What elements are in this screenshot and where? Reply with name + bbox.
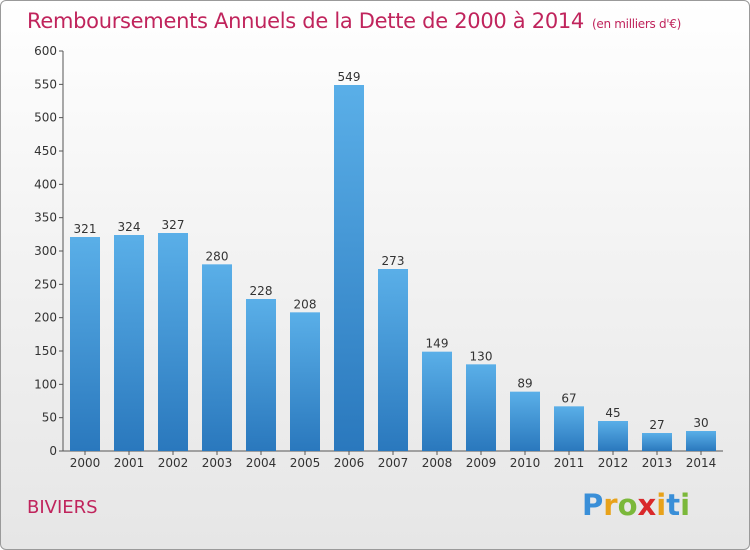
x-tick-label: 2011 xyxy=(554,456,585,470)
bar xyxy=(114,235,144,451)
bar xyxy=(422,351,452,451)
bar-value-label: 549 xyxy=(338,70,361,84)
y-tick-label: 550 xyxy=(34,77,57,91)
bar xyxy=(334,85,364,451)
logo-letter: P xyxy=(582,488,604,522)
bar-value-label: 89 xyxy=(517,377,532,391)
bar xyxy=(202,264,232,451)
bar-value-label: 67 xyxy=(561,391,576,405)
y-tick-label: 50 xyxy=(42,411,57,425)
bar xyxy=(686,431,716,451)
bar xyxy=(466,364,496,451)
y-tick-label: 300 xyxy=(34,244,57,258)
bar-value-label: 45 xyxy=(605,406,620,420)
x-tick-label: 2009 xyxy=(466,456,497,470)
x-tick-label: 2014 xyxy=(686,456,717,470)
y-tick-label: 0 xyxy=(49,444,57,458)
logo-letter: o xyxy=(617,488,638,522)
x-tick-label: 2010 xyxy=(510,456,541,470)
commune-name: BIVIERS xyxy=(27,497,98,518)
logo-letter: i xyxy=(656,488,667,522)
bar-value-label: 149 xyxy=(426,337,449,351)
bar-value-label: 321 xyxy=(74,222,97,236)
bar-value-label: 273 xyxy=(382,254,405,268)
y-tick-label: 500 xyxy=(34,111,57,125)
x-tick-label: 2013 xyxy=(642,456,673,470)
bar xyxy=(246,299,276,451)
bar-value-label: 324 xyxy=(118,220,141,234)
x-tick-label: 2004 xyxy=(246,456,277,470)
x-tick-label: 2008 xyxy=(422,456,453,470)
bar xyxy=(642,433,672,451)
bar-value-label: 27 xyxy=(649,418,664,432)
logo-letter: r xyxy=(603,488,618,522)
y-tick-label: 150 xyxy=(34,344,57,358)
bar-value-label: 327 xyxy=(162,218,185,232)
y-tick-label: 400 xyxy=(34,177,57,191)
logo-letter: x xyxy=(637,488,657,522)
bar-value-label: 228 xyxy=(250,284,273,298)
bar xyxy=(70,237,100,451)
bar xyxy=(378,269,408,451)
y-tick-label: 600 xyxy=(34,44,57,58)
logo-letter: i xyxy=(680,488,691,522)
x-tick-label: 2005 xyxy=(290,456,321,470)
y-tick-label: 350 xyxy=(34,211,57,225)
y-tick-label: 250 xyxy=(34,277,57,291)
bar xyxy=(510,391,540,451)
x-tick-label: 2012 xyxy=(598,456,629,470)
x-tick-label: 2003 xyxy=(202,456,233,470)
bar xyxy=(158,233,188,451)
bar xyxy=(598,421,628,451)
bar xyxy=(554,406,584,451)
bar-value-label: 30 xyxy=(693,416,708,430)
y-tick-label: 450 xyxy=(34,144,57,158)
bar xyxy=(290,312,320,451)
x-tick-label: 2007 xyxy=(378,456,409,470)
x-tick-label: 2002 xyxy=(158,456,189,470)
y-tick-label: 200 xyxy=(34,311,57,325)
x-tick-label: 2006 xyxy=(334,456,365,470)
proxiti-logo: Proxiti xyxy=(582,488,690,522)
chart-subtitle: (en milliers d'€) xyxy=(592,17,682,31)
bar-value-label: 130 xyxy=(470,349,493,363)
logo-letter: t xyxy=(666,488,681,522)
x-tick-label: 2001 xyxy=(114,456,145,470)
title-text: Remboursements Annuels de la Dette de 20… xyxy=(27,9,584,33)
x-tick-label: 2000 xyxy=(70,456,101,470)
bar-value-label: 280 xyxy=(206,249,229,263)
bar-value-label: 208 xyxy=(294,297,317,311)
y-tick-label: 100 xyxy=(34,377,57,391)
chart-title: Remboursements Annuels de la Dette de 20… xyxy=(27,9,681,33)
